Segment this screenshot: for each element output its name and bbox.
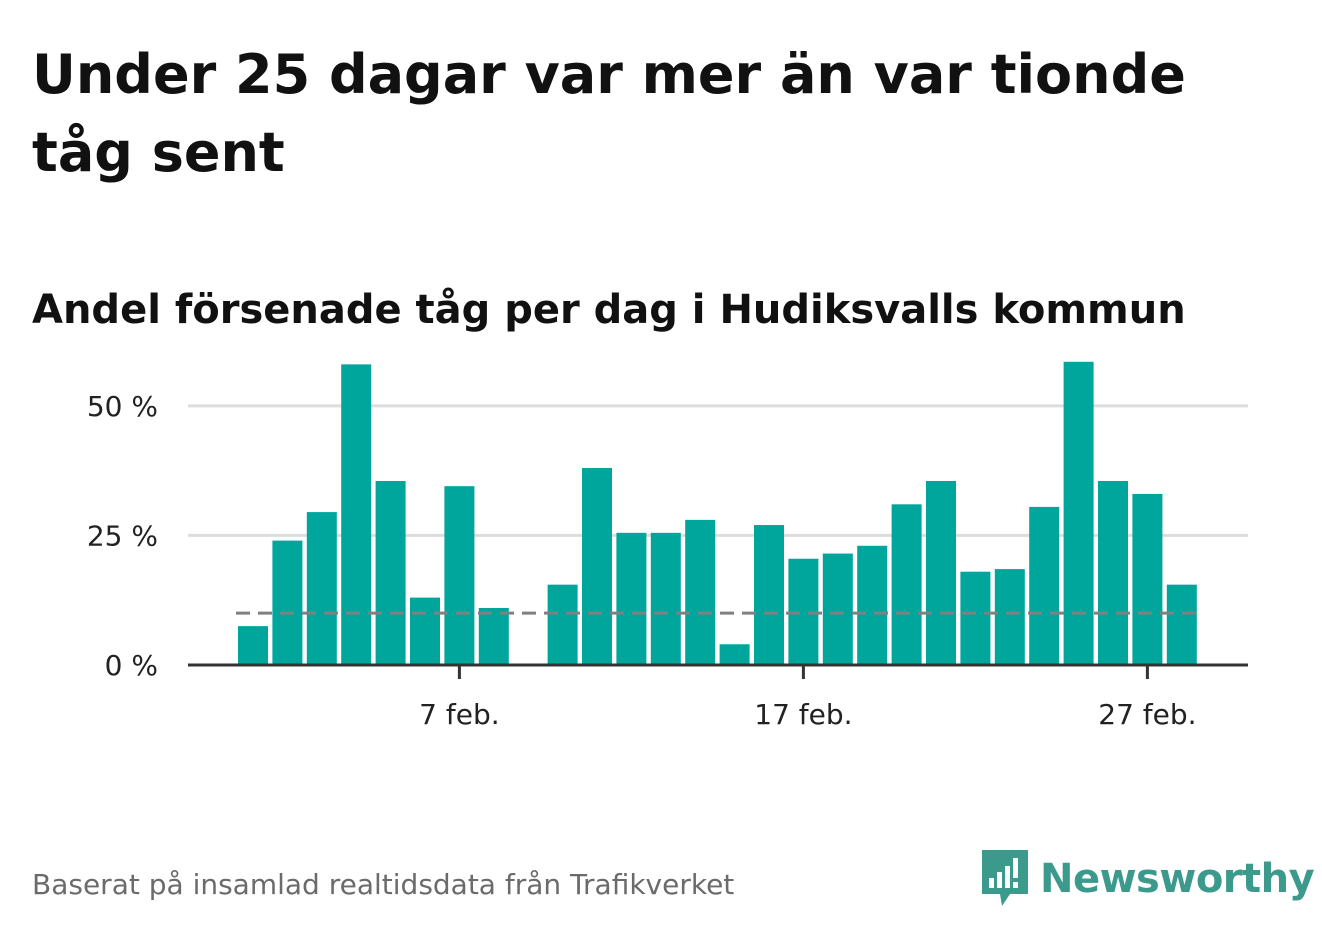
logo-text: Newsworthy (1040, 856, 1315, 902)
chart-title: Under 25 dagar var mer än var tionde tåg… (32, 43, 1186, 184)
bars (238, 361, 1197, 665)
y-tick-label-0: 0 % (105, 649, 158, 682)
bar-day-26 (1098, 480, 1128, 665)
bar-day-4 (341, 364, 372, 665)
bar-day-6 (410, 597, 440, 665)
bar-day-13 (650, 532, 681, 665)
bar-day-24 (1029, 506, 1060, 665)
bar-day-16 (754, 525, 784, 665)
x-tick-label-17: 17 feb. (754, 698, 852, 731)
bar-day-1 (238, 626, 268, 665)
bar-day-14 (685, 519, 716, 665)
bar-day-22 (960, 571, 991, 665)
bar-day-15 (719, 644, 750, 665)
bar-day-10 (547, 584, 578, 665)
bar-day-8 (478, 607, 509, 665)
bar-day-5 (375, 480, 406, 665)
chart-subtitle: Andel försenade tåg per dag i Hudiksvall… (32, 287, 1186, 333)
y-tick-labels: 0 % 25 % 50 % (87, 390, 158, 682)
bar-day-23 (994, 569, 1025, 665)
bar-day-28 (1166, 584, 1197, 665)
x-tick-label-27: 27 feb. (1098, 698, 1196, 731)
bar-day-7 (444, 486, 475, 665)
bar-day-19 (857, 545, 888, 665)
bar-day-20 (891, 504, 922, 665)
bar-chart-speech-bubble-icon (982, 850, 1028, 906)
y-tick-label-25: 25 % (87, 519, 158, 552)
y-tick-label-50: 50 % (87, 390, 158, 423)
bar-day-3 (306, 512, 337, 665)
bar-day-27 (1132, 493, 1163, 665)
x-tick-label-7: 7 feb. (419, 698, 499, 731)
bar-day-21 (926, 480, 956, 665)
bar-day-12 (616, 532, 647, 665)
x-ticks: 7 feb. 17 feb. 27 feb. (419, 665, 1197, 731)
bar-day-2 (272, 540, 303, 665)
bar-day-18 (822, 553, 853, 665)
source-note: Baserat på insamlad realtidsdata från Tr… (32, 868, 735, 901)
bar-chart: 0 % 25 % 50 % 7 feb. 17 feb. 27 feb. (87, 361, 1248, 731)
bar-day-25 (1063, 361, 1094, 665)
bar-day-11 (582, 468, 612, 665)
newsworthy-logo: Newsworthy (980, 848, 1315, 910)
